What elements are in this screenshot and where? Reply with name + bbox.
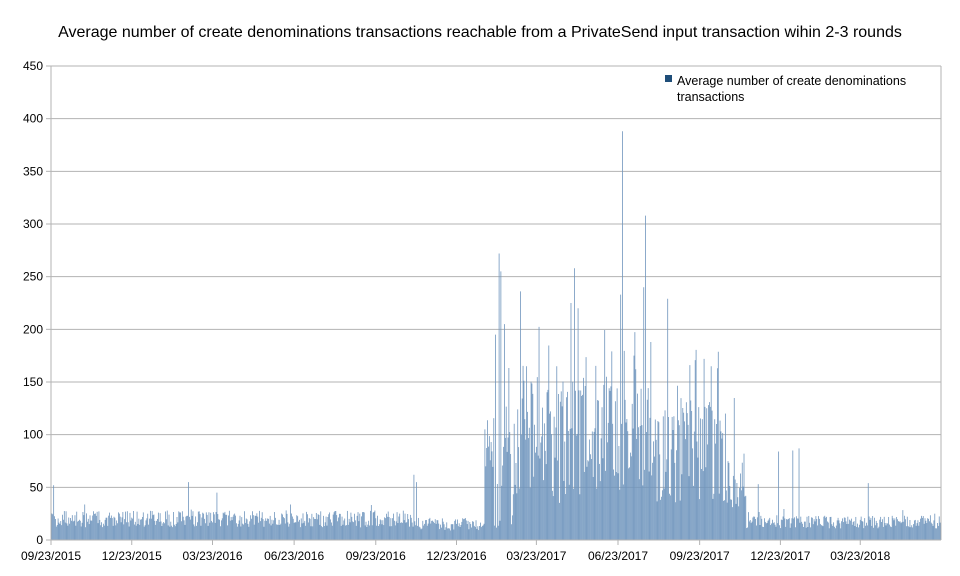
x-tick-label: 09/23/2015	[21, 549, 81, 563]
chart-title: Average number of create denominations t…	[58, 24, 902, 41]
x-tick-label: 03/23/2017	[506, 549, 566, 563]
x-tick-label: 12/23/2016	[426, 549, 486, 563]
y-tick-label: 350	[23, 164, 43, 178]
data-bars	[50, 131, 941, 540]
legend-label-line: transactions	[677, 90, 744, 104]
x-tick-label: 03/23/2018	[830, 549, 890, 563]
y-tick-label: 200	[23, 322, 43, 336]
legend-swatch	[665, 75, 672, 82]
y-tick-label: 0	[36, 533, 43, 547]
y-tick-label: 100	[23, 428, 43, 442]
legend: Average number of create denominations tr…	[665, 74, 906, 104]
y-tick-label: 300	[23, 217, 43, 231]
y-tick-label: 250	[23, 270, 43, 284]
gridlines	[46, 65, 941, 541]
legend-label-line: Average number of create denominations	[677, 74, 906, 88]
x-tick-label: 09/23/2017	[670, 549, 730, 563]
x-tick-label: 06/23/2017	[588, 549, 648, 563]
y-tick-label: 400	[23, 112, 43, 126]
y-tick-label: 150	[23, 375, 43, 389]
y-tick-labels: 0 50 100 150 200 250 300 350 400 450	[23, 59, 43, 547]
x-tick-labels: 09/23/2015 12/23/2015 03/23/2016 06/23/2016…	[21, 549, 891, 563]
y-tick-label: 450	[23, 59, 43, 73]
x-tick-label: 03/23/2016	[182, 549, 242, 563]
x-tick-label: 12/23/2017	[750, 549, 810, 563]
legend-label: Average number of create denominations tr…	[677, 74, 906, 104]
x-tick-label: 06/23/2016	[264, 549, 324, 563]
y-tick-label: 50	[30, 480, 44, 494]
axes	[50, 66, 942, 545]
x-tick-label: 12/23/2015	[102, 549, 162, 563]
x-tick-label: 09/23/2016	[346, 549, 406, 563]
